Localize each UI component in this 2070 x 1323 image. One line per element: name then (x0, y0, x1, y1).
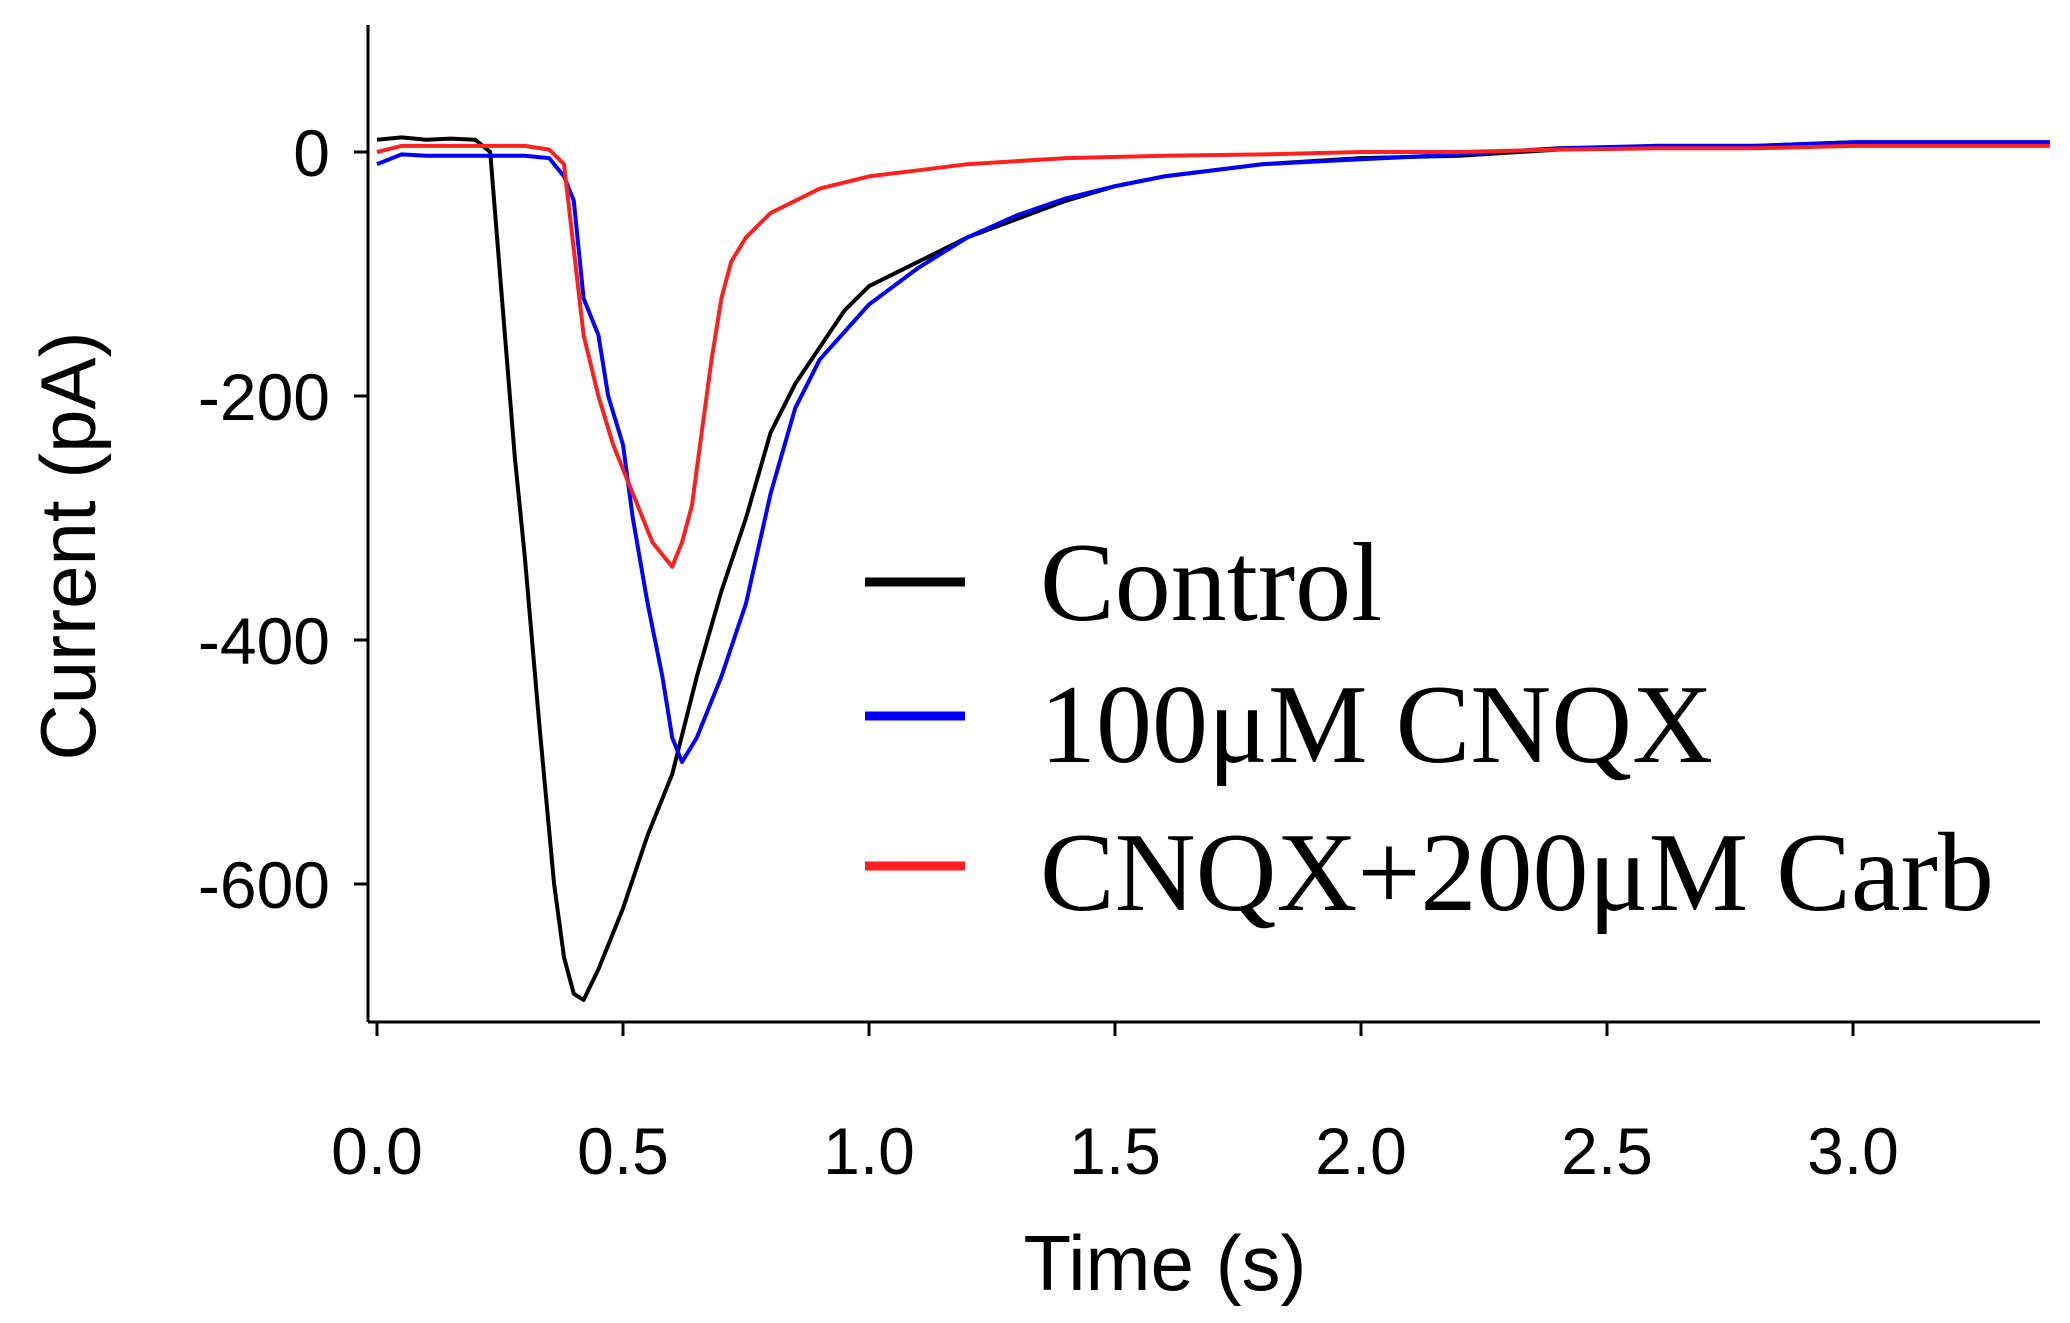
x-tick-label: 2.5 (1561, 1114, 1653, 1188)
y-axis-title: Current (pA) (24, 331, 112, 760)
x-axis-title: Time (s) (1023, 1219, 1306, 1307)
legend: Control 100μM CNQX CNQX+200μM Carb (865, 521, 1994, 935)
x-tick-label: 1.5 (1069, 1114, 1161, 1188)
y-tick-label: 0 (293, 116, 330, 190)
x-tick-label: 1.0 (823, 1114, 915, 1188)
legend-label-carb: CNQX+200μM Carb (1040, 811, 1994, 935)
legend-label-control: Control (1040, 521, 1382, 645)
legend-label-cnqx: 100μM CNQX (1040, 663, 1713, 787)
x-tick-label: 2.0 (1315, 1114, 1407, 1188)
y-tick-label: -400 (198, 604, 330, 678)
x-tick-label: 0.5 (577, 1114, 669, 1188)
y-tick-label: -600 (198, 848, 330, 922)
traces-group (376, 135, 2050, 1002)
x-tick-label: 0.0 (331, 1114, 423, 1188)
y-ticks-group: 0 -200 -400 -600 (198, 116, 368, 922)
series-line-2 (376, 143, 2050, 569)
x-ticks-group: 0.0 0.5 1.0 1.5 2.0 2.5 3.0 (331, 1022, 1899, 1188)
y-tick-label: -200 (198, 360, 330, 434)
x-tick-label: 3.0 (1807, 1114, 1899, 1188)
